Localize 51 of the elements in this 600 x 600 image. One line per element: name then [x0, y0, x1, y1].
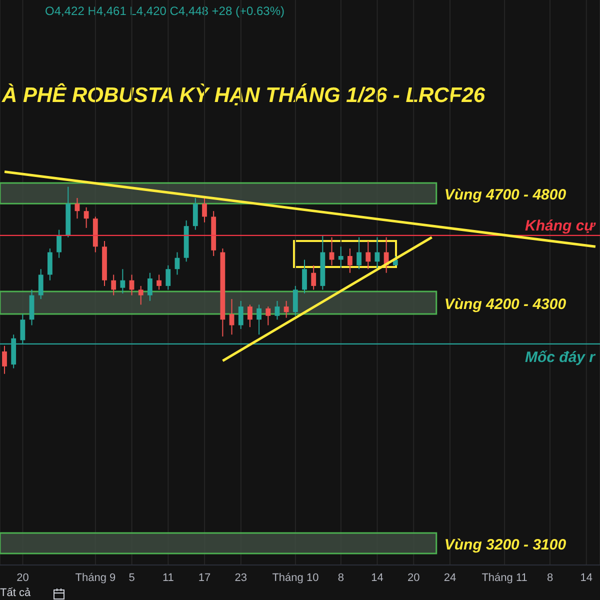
candlestick: [148, 272, 152, 302]
x-tick-label: 14: [580, 572, 592, 584]
x-tick-label: 17: [198, 572, 211, 584]
candlestick: [56, 229, 62, 258]
candlestick: [84, 206, 89, 228]
x-tick-label: 8: [338, 572, 344, 584]
candlestick: [174, 252, 180, 276]
candlestick: [248, 304, 252, 328]
candlestick: [302, 259, 307, 294]
candlestick: [356, 236, 362, 270]
candlestick: [366, 240, 371, 270]
candlestick: [38, 268, 44, 300]
x-tick-label: Tháng 11: [482, 572, 528, 584]
text: O4,422 H4,461 L4,420 C4,448 +28 (+0.63%): [45, 4, 285, 18]
candlestick: [311, 264, 316, 290]
band-label: Vùng 4700 - 4800: [444, 186, 567, 204]
candlestick: [192, 197, 198, 230]
text: Tất cả: [0, 586, 31, 600]
candlestick: [120, 268, 126, 294]
x-tick-label: 8: [546, 572, 554, 584]
candlestick: [284, 300, 289, 318]
x-tick-label: Tháng 10: [272, 572, 319, 584]
x-tick-label: 24: [444, 572, 456, 584]
ref-line-label: Kháng cự: [525, 217, 596, 234]
candlestick: [74, 197, 80, 220]
candlestick: [2, 345, 7, 374]
candlestick: [202, 197, 207, 223]
x-tick-label: 5: [128, 572, 135, 584]
candlestick: [166, 264, 171, 290]
candlestick: [338, 246, 344, 268]
candlestick: [348, 248, 352, 274]
x-tick-label: 23: [234, 572, 248, 584]
candlestick: [274, 300, 280, 320]
candlestick: [48, 248, 52, 281]
candlestick: [156, 274, 162, 290]
chart-title: À PHÊ ROBUSTA KỲ HẠN THÁNG 1/26 - LRCF26: [2, 84, 486, 108]
candlestick: [256, 304, 262, 336]
candlestick: [111, 274, 116, 296]
candlestick: [138, 285, 144, 306]
candlestick: [292, 285, 298, 316]
x-tick-label: 20: [16, 572, 29, 584]
band-label: Vùng 3200 - 3100: [444, 536, 567, 554]
candlestick: [266, 306, 271, 326]
candlestick: [238, 300, 244, 330]
x-tick-label: 20: [408, 572, 420, 584]
band-label: Vùng 4200 - 4300: [444, 296, 567, 313]
x-tick-label: 11: [162, 572, 174, 584]
x-tick-label: 14: [371, 572, 384, 584]
ref-line-label: Mốc đáy r: [525, 348, 596, 366]
candlestick: [229, 298, 234, 336]
x-tick-label: Tháng 9: [75, 572, 116, 584]
